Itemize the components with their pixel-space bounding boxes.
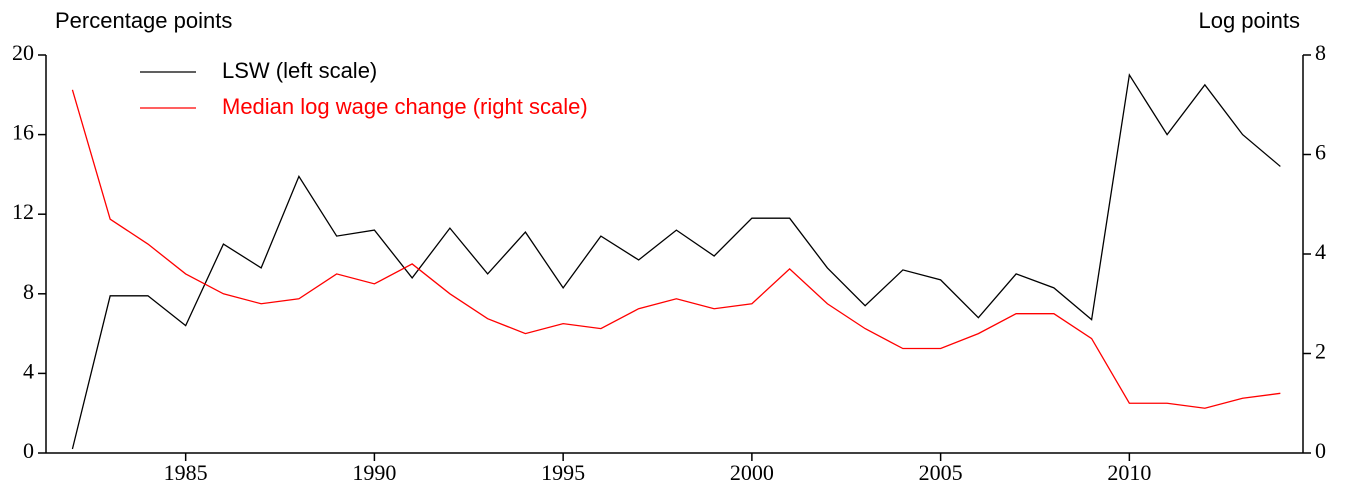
x-tick-label: 1990 xyxy=(352,460,396,485)
y-tick-label: 0 xyxy=(23,438,34,463)
x-tick-label: 1985 xyxy=(164,460,208,485)
x-tick-label: 2000 xyxy=(730,460,774,485)
x-tick-label: 1995 xyxy=(541,460,585,485)
y-tick-label: 12 xyxy=(12,199,34,224)
y-tick-label: 16 xyxy=(12,120,34,145)
line xyxy=(71,89,1281,409)
y-axis-title: Percentage points xyxy=(55,8,232,33)
legend-label: Median log wage change (right scale) xyxy=(222,94,588,119)
y-tick-label: 20 xyxy=(12,40,34,65)
y-tick-label: 8 xyxy=(23,279,34,304)
line xyxy=(71,73,1281,450)
y2-axis-title: Log points xyxy=(1198,8,1300,33)
x-tick-label: 2005 xyxy=(919,460,963,485)
y2-tick-label: 2 xyxy=(1315,339,1326,364)
y-tick-label: 4 xyxy=(23,358,34,383)
y2-tick-label: 8 xyxy=(1315,40,1326,65)
legend-label: LSW (left scale) xyxy=(222,58,377,83)
y2-tick-label: 6 xyxy=(1315,140,1326,165)
x-tick-label: 2010 xyxy=(1107,460,1151,485)
y2-tick-label: 4 xyxy=(1315,239,1326,264)
y2-tick-label: 0 xyxy=(1315,438,1326,463)
